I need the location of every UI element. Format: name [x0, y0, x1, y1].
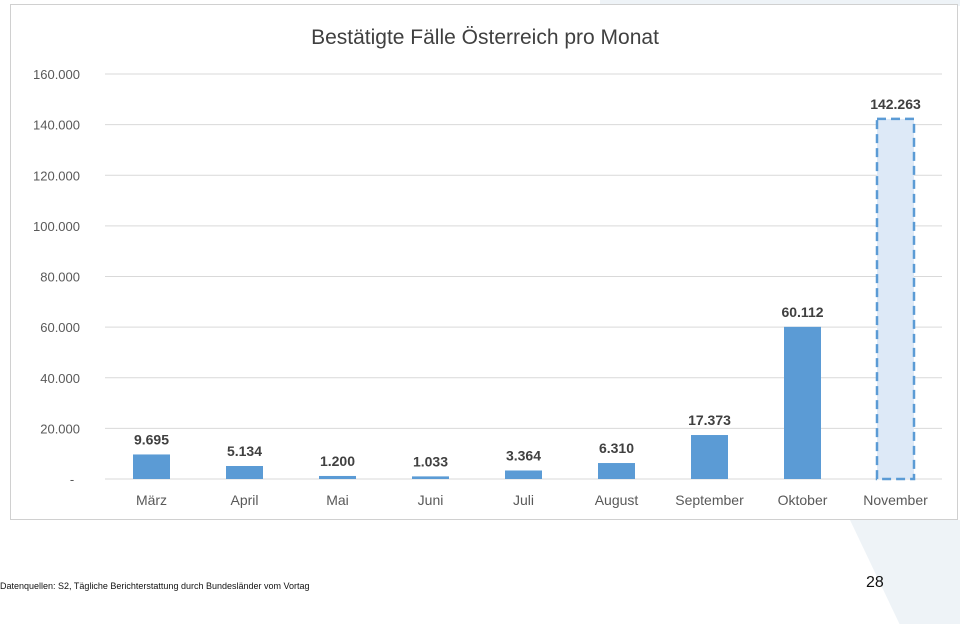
y-tick-label: 80.000 — [40, 270, 80, 285]
bar — [784, 326, 821, 479]
bar — [598, 463, 635, 479]
data-label: 60.112 — [781, 304, 823, 320]
data-label: 6.310 — [599, 440, 634, 456]
y-tick-label: 140.000 — [33, 118, 80, 133]
y-tick-label: 20.000 — [40, 421, 80, 436]
x-tick-label: April — [230, 492, 258, 508]
x-tick-label: August — [595, 492, 639, 508]
chart-title: Bestätigte Fälle Österreich pro Monat — [311, 26, 659, 49]
source-note: Datenquellen: S2, Tägliche Berichterstat… — [0, 581, 310, 591]
data-label: 9.695 — [134, 431, 169, 447]
data-label: 5.134 — [227, 443, 262, 459]
bar — [412, 476, 449, 479]
y-tick-label: 40.000 — [40, 371, 80, 386]
y-tick-label: 160.000 — [33, 67, 80, 82]
bar-chart: Bestätigte Fälle Österreich pro Monat - 2… — [33, 26, 942, 508]
x-tick-label: Oktober — [778, 492, 828, 508]
y-tick-label: - — [70, 472, 74, 487]
bar — [226, 466, 263, 479]
x-tick-label: Juni — [418, 492, 444, 508]
bar — [133, 454, 170, 479]
x-tick-label: Juli — [513, 492, 534, 508]
bar — [505, 470, 542, 479]
data-label: 3.364 — [506, 447, 541, 463]
bar — [319, 475, 356, 479]
bar — [691, 435, 728, 479]
y-tick-label: 100.000 — [33, 219, 80, 234]
x-tick-label: September — [675, 492, 744, 508]
x-tick-label: November — [863, 492, 928, 508]
page-number: 28 — [866, 574, 884, 591]
background-shape — [600, 0, 960, 6]
data-label: 17.373 — [688, 412, 731, 428]
data-label: 1.033 — [413, 453, 448, 469]
data-label: 142.263 — [870, 96, 921, 112]
y-tick-label: 60.000 — [40, 320, 80, 335]
bar — [875, 117, 916, 481]
x-tick-label: Mai — [326, 492, 349, 508]
y-tick-label: 120.000 — [33, 168, 80, 183]
x-tick-label: März — [136, 492, 167, 508]
data-label: 1.200 — [320, 453, 355, 469]
